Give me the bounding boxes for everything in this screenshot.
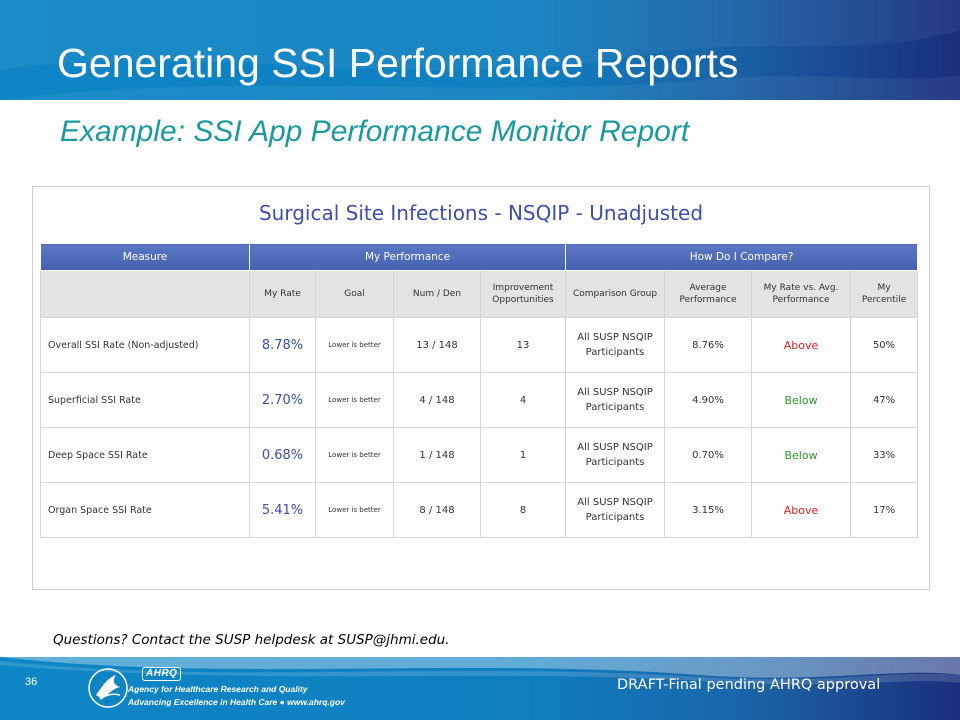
goal-cell: Lower is better — [315, 372, 394, 428]
num-den-cell: 1 / 148 — [393, 427, 481, 483]
report-title: Surgical Site Infections - NSQIP - Unadj… — [258, 201, 704, 225]
my-rate-column-header: My Rate — [249, 270, 316, 318]
percentile-column-header: My Percentile — [850, 270, 919, 318]
num-den-cell: 8 / 148 — [393, 482, 481, 538]
table-row: Deep Space SSI Rate 0.68% Lower is bette… — [40, 427, 919, 483]
my-rate-cell: 5.41% — [249, 482, 316, 538]
report-screenshot: Surgical Site Infections - NSQIP - Unadj… — [32, 186, 930, 590]
agency-name: Agency for Healthcare Research and Quali… — [128, 684, 308, 694]
table-row: Overall SSI Rate (Non-adjusted) 8.78% Lo… — [40, 317, 919, 373]
header-banner: Generating SSI Performance Reports — [0, 0, 960, 100]
improvement-cell: 4 — [479, 372, 567, 428]
header-wave-decoration — [0, 0, 960, 100]
average-cell: 0.70% — [664, 427, 753, 483]
my-performance-group-header: My Performance — [248, 243, 567, 271]
improvement-cell: 1 — [479, 427, 567, 483]
improvement-cell: 13 — [479, 317, 567, 373]
num-den-column-header: Num / Den — [393, 270, 481, 318]
measure-cell: Superficial SSI Rate — [40, 372, 250, 428]
agency-tagline: Advancing Excellence in Health Care ● ww… — [128, 697, 345, 707]
draft-note: DRAFT-Final pending AHRQ approval — [617, 677, 881, 693]
comparison-group-cell: All SUSP NSQIP Participants — [565, 317, 666, 373]
my-rate-cell: 8.78% — [249, 317, 316, 373]
hhs-eagle-seal-icon — [88, 668, 128, 708]
num-den-cell: 4 / 148 — [393, 372, 481, 428]
how-compare-group-header: How Do I Compare? — [565, 243, 919, 271]
comparison-group-column-header: Comparison Group — [565, 270, 666, 318]
comparison-group-cell: All SUSP NSQIP Participants — [565, 372, 666, 428]
average-column-header: Average Performance — [664, 270, 753, 318]
percentile-cell: 17% — [850, 482, 919, 538]
average-cell: 3.15% — [664, 482, 753, 538]
rate-vs-avg-cell: Below — [751, 427, 852, 483]
performance-table: Measure My Performance How Do I Compare?… — [40, 243, 919, 538]
page-number: 36 — [25, 676, 38, 688]
average-cell: 4.90% — [664, 372, 753, 428]
measure-column-header — [40, 270, 250, 318]
goal-cell: Lower is better — [315, 482, 394, 538]
goal-cell: Lower is better — [315, 317, 394, 373]
rate-vs-avg-cell: Above — [751, 317, 852, 373]
my-rate-cell: 0.68% — [249, 427, 316, 483]
percentile-cell: 33% — [850, 427, 919, 483]
my-rate-cell: 2.70% — [249, 372, 316, 428]
rate-vs-avg-column-header: My Rate vs. Avg. Performance — [751, 270, 852, 318]
footer-wave-decoration — [0, 657, 960, 685]
improvement-cell: 8 — [479, 482, 567, 538]
measure-cell: Deep Space SSI Rate — [40, 427, 250, 483]
average-cell: 8.76% — [664, 317, 753, 373]
goal-column-header: Goal — [315, 270, 394, 318]
percentile-cell: 47% — [850, 372, 919, 428]
table-row: Superficial SSI Rate 2.70% Lower is bett… — [40, 372, 919, 428]
ahrq-logo: AHRQ Agency for Healthcare Research and … — [88, 663, 358, 715]
table-row: Organ Space SSI Rate 5.41% Lower is bett… — [40, 482, 919, 538]
num-den-cell: 13 / 148 — [393, 317, 481, 373]
footer-banner: 36 AHRQ Agency for Healthcare Research a… — [0, 657, 960, 720]
rate-vs-avg-cell: Below — [751, 372, 852, 428]
slide-title: Generating SSI Performance Reports — [57, 40, 739, 86]
comparison-group-cell: All SUSP NSQIP Participants — [565, 427, 666, 483]
questions-contact-text: Questions? Contact the SUSP helpdesk at … — [53, 632, 450, 648]
percentile-cell: 50% — [850, 317, 919, 373]
group-header-row: Measure My Performance How Do I Compare? — [40, 243, 919, 271]
ahrq-wordmark: AHRQ — [142, 667, 182, 681]
improvement-column-header: Improvement Opportunities — [479, 270, 567, 318]
comparison-group-cell: All SUSP NSQIP Participants — [565, 482, 666, 538]
goal-cell: Lower is better — [315, 427, 394, 483]
column-header-row: My Rate Goal Num / Den Improvement Oppor… — [40, 270, 919, 318]
measure-cell: Overall SSI Rate (Non-adjusted) — [40, 317, 250, 373]
measure-group-header: Measure — [40, 243, 250, 271]
rate-vs-avg-cell: Above — [751, 482, 852, 538]
slide-subtitle: Example: SSI App Performance Monitor Rep… — [60, 115, 690, 148]
measure-cell: Organ Space SSI Rate — [40, 482, 250, 538]
